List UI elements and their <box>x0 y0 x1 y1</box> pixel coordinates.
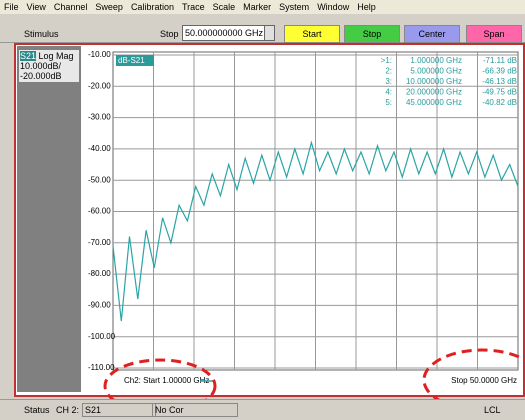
menu-item[interactable]: Marker <box>243 2 272 12</box>
y-tick-label: -70.00 <box>88 238 111 247</box>
marker-readout: 45.000000 GHz <box>406 98 462 107</box>
menu-item[interactable]: File <box>4 2 19 12</box>
trace-reference: -20.000dB <box>20 71 62 81</box>
menu-item[interactable]: Calibration <box>130 2 174 12</box>
marker-readout: -40.82 dB <box>482 98 517 107</box>
y-tick-label: -90.00 <box>88 301 111 310</box>
marker-readout: >1: <box>381 56 392 65</box>
status-channel: CH 2: <box>56 405 80 415</box>
y-tick-label: -10.00 <box>88 50 111 59</box>
menu-bar: File View Channel Sweep Calibration Trace Scal… <box>0 0 525 14</box>
menu-item[interactable]: Window <box>317 2 350 12</box>
marker-readout: 3: <box>385 77 392 86</box>
toolbar-button[interactable]: Center <box>404 25 460 43</box>
toolbar-button[interactable]: Stop <box>344 25 400 43</box>
toolbar-button[interactable]: Start <box>284 25 340 43</box>
menu-item[interactable]: View <box>26 2 46 12</box>
y-tick-label: -20.00 <box>88 81 111 90</box>
y-tick-label: -110.00 <box>88 363 115 372</box>
status-bar: Status CH 2: S21 No Cor LCL <box>0 399 525 420</box>
stimulus-label: Stimulus <box>24 29 59 39</box>
marker-readout: -71.11 dB <box>483 56 517 65</box>
menu-item[interactable]: Sweep <box>95 2 123 12</box>
status-mode: LCL <box>484 405 501 415</box>
menu-item[interactable]: Trace <box>181 2 205 12</box>
marker-readout: 1.000000 GHz <box>410 56 462 65</box>
marker-readout: 2: <box>385 67 392 76</box>
marker-readout: 20.000000 GHz <box>406 88 462 97</box>
menu-item[interactable]: System <box>279 2 310 12</box>
marker-readout: 4: <box>385 88 392 97</box>
stop-input[interactable]: 50.000000000 GHz <box>182 25 266 41</box>
y-tick-label: -100.00 <box>88 332 116 341</box>
footer-start: Ch2: Start 1.00000 GHz <box>124 376 209 385</box>
trace-label: dB-S21 <box>118 56 145 65</box>
marker-readout: 10.000000 GHz <box>406 77 462 86</box>
status-label: Status <box>24 405 50 415</box>
marker-readout: 5: <box>385 98 392 107</box>
toolbar-button[interactable]: Span <box>466 25 522 43</box>
status-correction: No Cor <box>152 403 238 417</box>
y-tick-label: -60.00 <box>88 207 111 216</box>
menu-item[interactable]: Help <box>357 2 376 12</box>
y-tick-label: -80.00 <box>88 269 111 278</box>
trace-line <box>112 140 519 322</box>
y-tick-label: -40.00 <box>88 144 111 153</box>
channel-panel: S21 Log Mag 10.000dB/ -20.000dB <box>17 46 81 392</box>
trace-label-bg <box>116 55 154 66</box>
menu-item[interactable]: Channel <box>53 2 88 12</box>
y-tick-label: -50.00 <box>88 175 111 184</box>
trace-info: S21 Log Mag 10.000dB/ -20.000dB <box>19 50 79 82</box>
marker-readout: -46.13 dB <box>482 77 517 86</box>
marker-readout: -49.75 dB <box>482 88 517 97</box>
footer-stop: Stop 50.0000 GHz <box>451 376 517 385</box>
spin-button[interactable] <box>264 25 275 41</box>
marker-readout: 5.000000 GHz <box>410 67 462 76</box>
trace-format: Log Mag <box>38 51 74 61</box>
status-parameter: S21 <box>82 403 156 417</box>
trace-scale: 10.000dB/ <box>20 61 62 71</box>
marker-readout: -66.39 dB <box>482 67 517 76</box>
trace-name[interactable]: S21 <box>20 51 37 61</box>
y-tick-label: -30.00 <box>88 113 111 122</box>
menu-item[interactable]: Scale <box>212 2 236 12</box>
stop-label: Stop <box>160 29 179 39</box>
